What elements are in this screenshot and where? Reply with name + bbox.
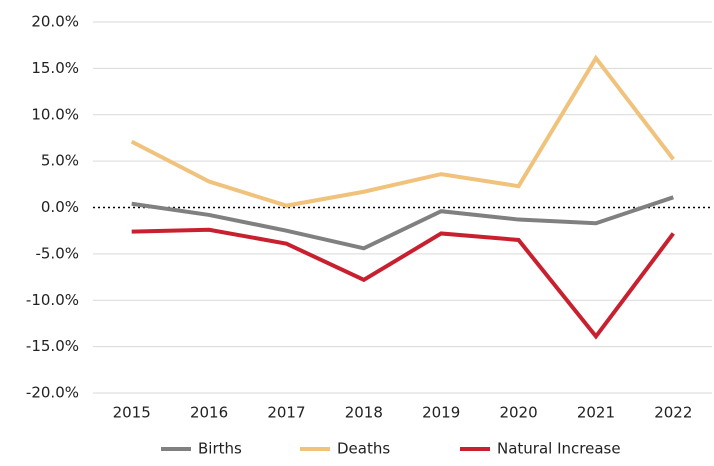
y-tick-label: 0.0%: [41, 198, 79, 216]
y-tick-label: 20.0%: [31, 13, 79, 31]
series-line: [131, 227, 675, 340]
x-tick-label: 2019: [422, 404, 460, 422]
x-tick-label: 2015: [113, 404, 151, 422]
y-tick-label: -20.0%: [26, 384, 79, 402]
y-tick-label: -15.0%: [26, 337, 79, 355]
x-tick-label: 2018: [345, 404, 383, 422]
y-tick-label: 10.0%: [31, 105, 79, 123]
x-tick-label: 2020: [499, 404, 537, 422]
y-tick-label: 15.0%: [31, 59, 79, 77]
x-tick-label: 2017: [267, 404, 305, 422]
legend-label: Deaths: [337, 440, 390, 458]
series-line: [131, 195, 674, 251]
x-tick-label: 2021: [577, 404, 615, 422]
legend-label: Natural Increase: [497, 440, 621, 458]
y-tick-label: 5.0%: [41, 152, 79, 170]
x-tick-label: 2022: [654, 404, 692, 422]
y-tick-label: -10.0%: [26, 291, 79, 309]
y-tick-label: -5.0%: [35, 244, 79, 262]
legend-label: Births: [198, 440, 242, 458]
series-line: [130, 54, 675, 208]
x-tick-label: 2016: [190, 404, 228, 422]
